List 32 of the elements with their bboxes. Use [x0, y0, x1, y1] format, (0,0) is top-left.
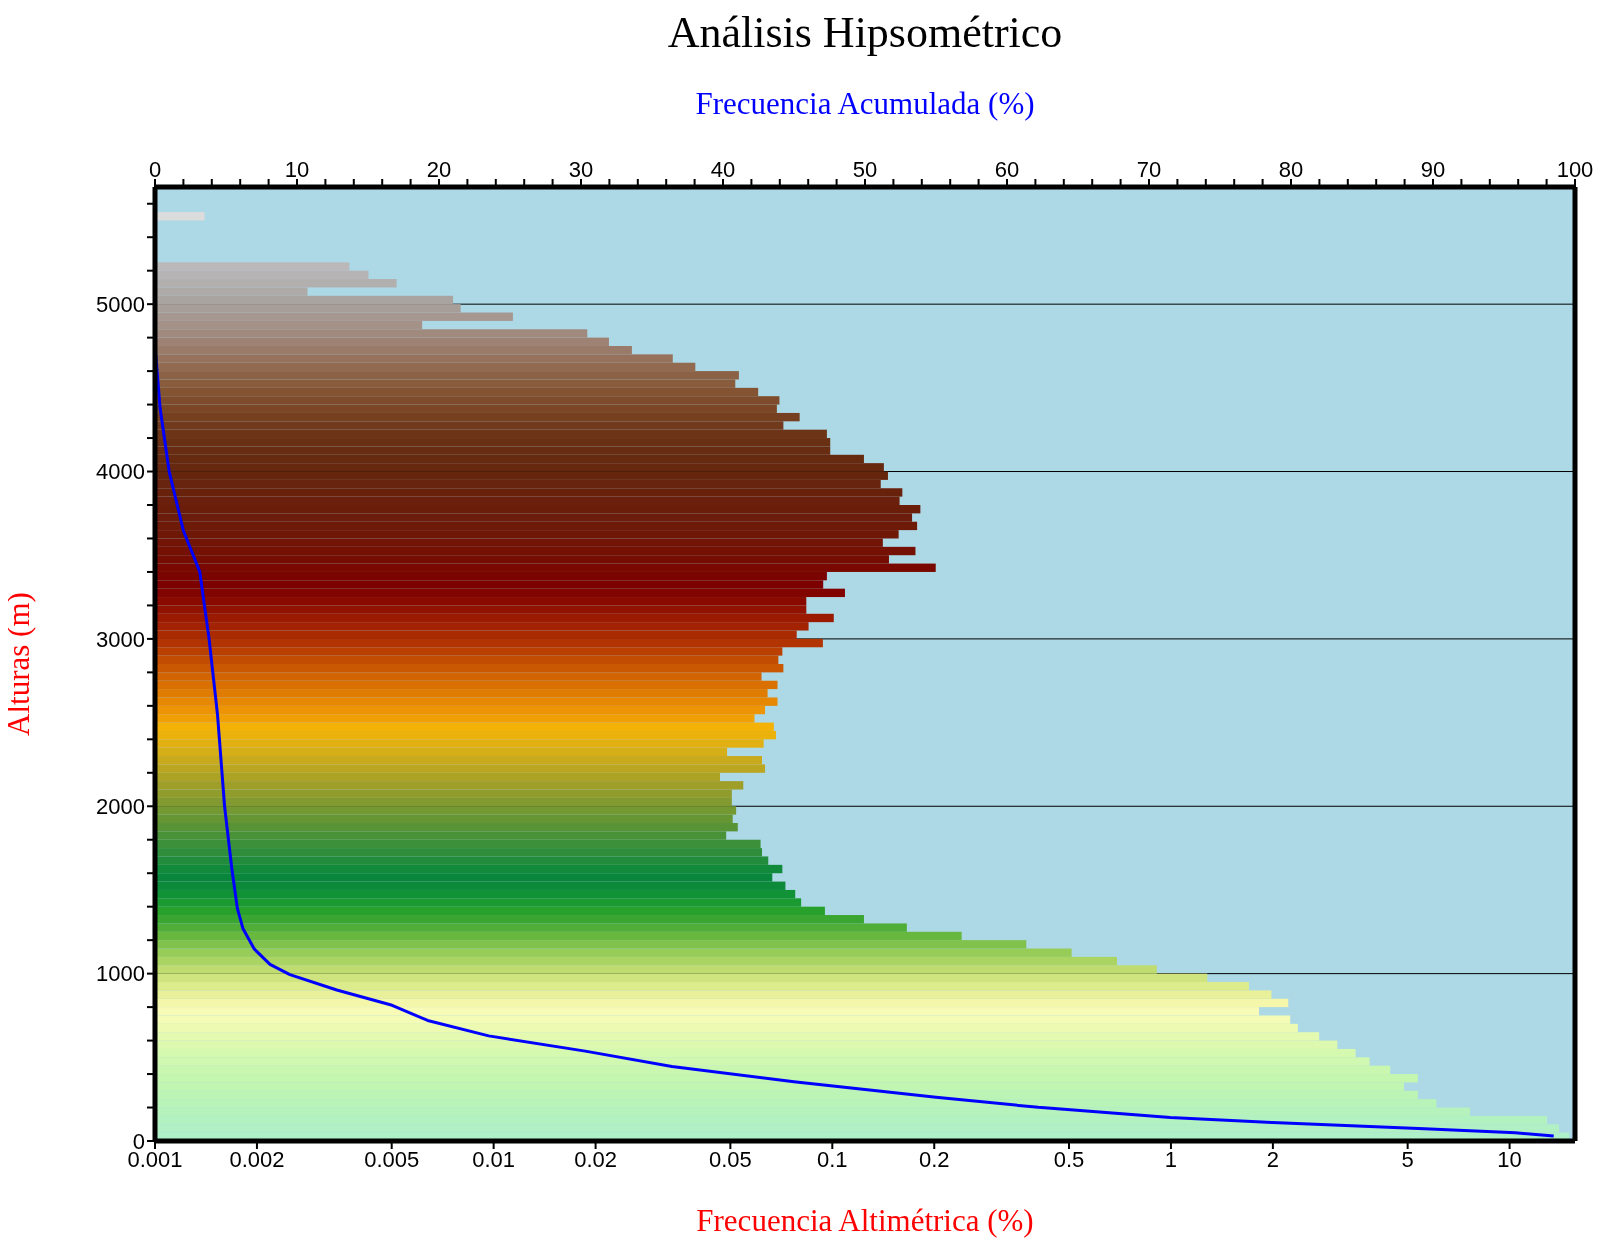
x-tick-label: 5: [1401, 1146, 1414, 1172]
y-tick-label: 5000: [96, 291, 145, 317]
y-axis-title: Alturas (m): [1, 592, 37, 736]
x-tick-label: 2: [1266, 1146, 1280, 1172]
y-tick-label: 1000: [96, 961, 145, 987]
x-tick-label: 0.5: [1053, 1146, 1085, 1172]
x2-tick-label: 60: [994, 157, 1020, 182]
x-tick-label: 10: [1497, 1146, 1522, 1172]
y-tick-label: 4000: [96, 459, 145, 485]
x2-tick-label: 100: [1556, 157, 1594, 182]
chart-title: Análisis Hipsométrico: [666, 8, 1064, 58]
y-tick-label: 3000: [96, 626, 145, 652]
x-tick-label: 0.02: [574, 1146, 618, 1172]
x2-tick-label: 30: [568, 157, 594, 182]
x-tick-label: 0.002: [229, 1146, 285, 1172]
x2-tick-label: 0: [148, 157, 162, 182]
x-tick-label: 0.01: [472, 1146, 516, 1172]
y-tick-label: 2000: [96, 794, 145, 820]
x-tick-label: 0.005: [364, 1146, 420, 1172]
x2-axis-title: Frecuencia Acumulada (%): [695, 86, 1035, 122]
x-tick-label: 0.2: [918, 1146, 950, 1172]
x2-tick-label: 90: [1420, 157, 1446, 182]
x-tick-label: 0.05: [708, 1146, 752, 1172]
x2-tick-label: 20: [426, 157, 452, 182]
x2-tick-label: 70: [1136, 157, 1162, 182]
x2-tick-label: 10: [284, 157, 310, 182]
x-axis-title: Frecuencia Altimétrica (%): [696, 1203, 1034, 1238]
x-tick-label: 0.1: [817, 1146, 848, 1172]
x-tick-label: 1: [1164, 1146, 1178, 1172]
x2-tick-label: 80: [1278, 157, 1304, 182]
x2-tick-label: 40: [710, 157, 736, 182]
x2-tick-label: 50: [852, 157, 878, 182]
